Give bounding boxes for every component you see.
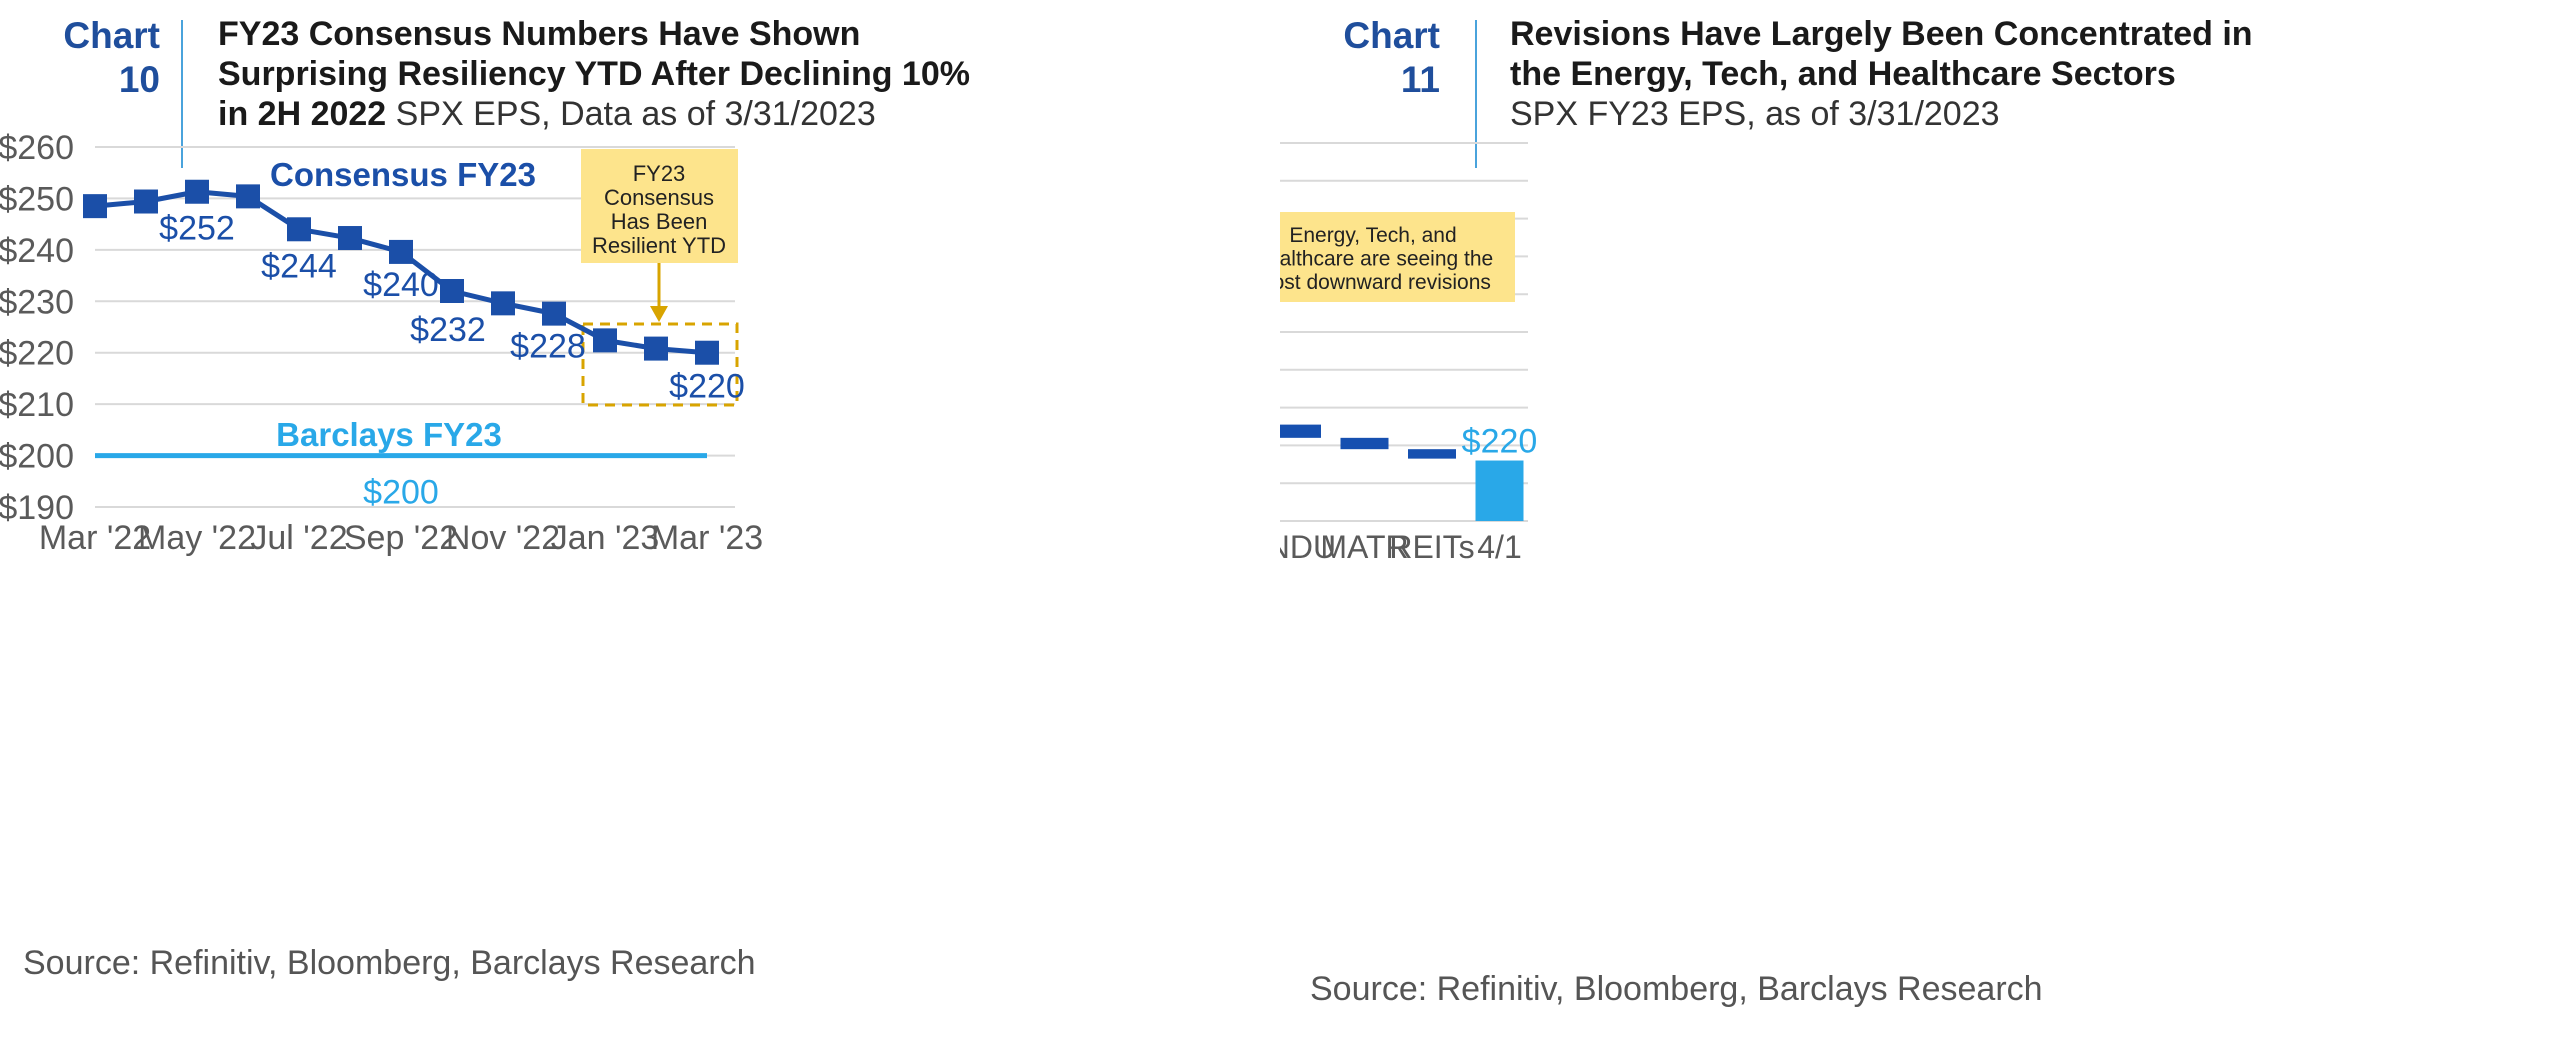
callout-box [1280, 212, 1515, 302]
consensus-data-label: $232 [410, 311, 486, 349]
line-chart: $190 $200 $210 $220 $230 $240 $250 $260 Mar '22… [0, 129, 763, 557]
callout-text: FY23 [633, 161, 686, 186]
x-tick-label: MATR [1320, 529, 1408, 565]
x-tick-label: Sep '22 [344, 519, 458, 557]
consensus-point [491, 291, 515, 316]
title-line-1: FY23 Consensus Numbers Have Shown [218, 15, 861, 53]
source-note: Source: Refinitiv, Bloomberg, Barclays R… [23, 944, 756, 982]
chart-label-number: 10 [118, 59, 160, 100]
chart-title: Revisions Have Largely Been Concentrated… [1510, 14, 2253, 134]
x-tick-label: Nov '22 [446, 519, 560, 557]
callout-text: Resilient YTD [592, 233, 726, 258]
chart-label-word: Chart [1343, 15, 1440, 56]
x-tick-label: Jan '23 [551, 519, 660, 557]
chart-label-number: 11 [1400, 59, 1440, 100]
title-line-2: Surprising Resiliency YTD After Declinin… [218, 55, 970, 93]
barclays-series-label: Barclays FY23 [276, 416, 502, 453]
consensus-point [542, 301, 566, 326]
x-tick-label: REITs [1389, 529, 1474, 565]
y-tick-label: $230 [0, 283, 74, 321]
consensus-data-label: $252 [159, 210, 235, 248]
consensus-data-label: $228 [510, 328, 586, 366]
callout-text: Healthcare are seeing the [1280, 248, 1493, 271]
consensus-point [695, 340, 719, 365]
consensus-point [644, 336, 668, 361]
consensus-point [185, 179, 209, 204]
bar-value-label: $220 [1462, 423, 1538, 461]
consensus-point [134, 189, 158, 214]
callout-text: Energy, Tech, and [1289, 224, 1456, 247]
x-tick-label: 4/1 [1477, 529, 1521, 565]
chart-11-panel: Chart 11 Revisions Have Largely Been Con… [1280, 0, 2563, 1043]
title-line-2: the Energy, Tech, and Healthcare Sectors [1510, 55, 2176, 93]
chart-subtitle: SPX EPS, Data as of 3/31/2023 [386, 95, 876, 133]
y-tick-label: $220 [0, 335, 74, 373]
y-tick-label: $250 [0, 180, 74, 218]
chart-number-label: Chart 11 [1280, 14, 1440, 102]
highlight-box [581, 322, 739, 407]
source-note: Source: Refinitiv, Bloomberg, Barclays R… [1310, 970, 2043, 1008]
consensus-point [236, 184, 260, 209]
y-tick-label: $200 [0, 438, 74, 476]
callout-box [581, 149, 738, 263]
consensus-point [338, 226, 362, 251]
callout-text: most downward revisions [1280, 271, 1491, 294]
consensus-series-label: Consensus FY23 [270, 156, 536, 193]
x-tick-label: Mar '23 [651, 519, 763, 557]
callout-text: Has Been [611, 209, 708, 234]
consensus-point [440, 279, 464, 303]
title-line-1: Revisions Have Largely Been Concentrated… [1510, 15, 2253, 53]
title-divider [1475, 20, 1477, 168]
revision-bar [1408, 449, 1456, 459]
callout-arrow-head [650, 306, 668, 322]
consensus-point [593, 328, 617, 353]
barclays-data-label: $200 [363, 474, 439, 512]
y-tick-label: $190 [0, 489, 74, 527]
consensus-point [83, 194, 107, 219]
consensus-point [287, 217, 311, 242]
chart-title: FY23 Consensus Numbers Have Shown Surpri… [218, 14, 970, 134]
callout-text: Consensus [604, 185, 714, 210]
chart-10-panel: Chart 10 FY23 Consensus Numbers Have Sho… [0, 0, 1280, 1043]
consensus-data-label: $240 [363, 266, 439, 304]
y-tick-label: $240 [0, 232, 74, 270]
x-tick-label: INDU [1280, 529, 1336, 565]
y-tick-label: $210 [0, 386, 74, 424]
chart-subtitle: SPX FY23 EPS, as of 3/31/2023 [1510, 95, 2000, 133]
consensus-data-label: $220 [669, 368, 745, 406]
chart-number-label: Chart 10 [0, 14, 160, 102]
y-tick-label: $260 [0, 129, 74, 167]
x-tick-label: May '22 [138, 519, 256, 557]
x-tick-label: Mar '22 [39, 519, 151, 557]
consensus-point [389, 239, 413, 264]
waterfall-chart: 218219220221222223224225226227228 12/31E… [1280, 142, 1538, 565]
x-tick-label: Jul '22 [250, 519, 347, 557]
title-divider [181, 20, 183, 168]
consensus-data-label: $244 [261, 247, 337, 285]
revision-bar [1340, 437, 1389, 450]
title-line-3: in 2H 2022 [218, 95, 387, 133]
total-bar [1475, 460, 1524, 521]
chart-label-word: Chart [63, 15, 160, 56]
revision-bar [1280, 424, 1321, 438]
